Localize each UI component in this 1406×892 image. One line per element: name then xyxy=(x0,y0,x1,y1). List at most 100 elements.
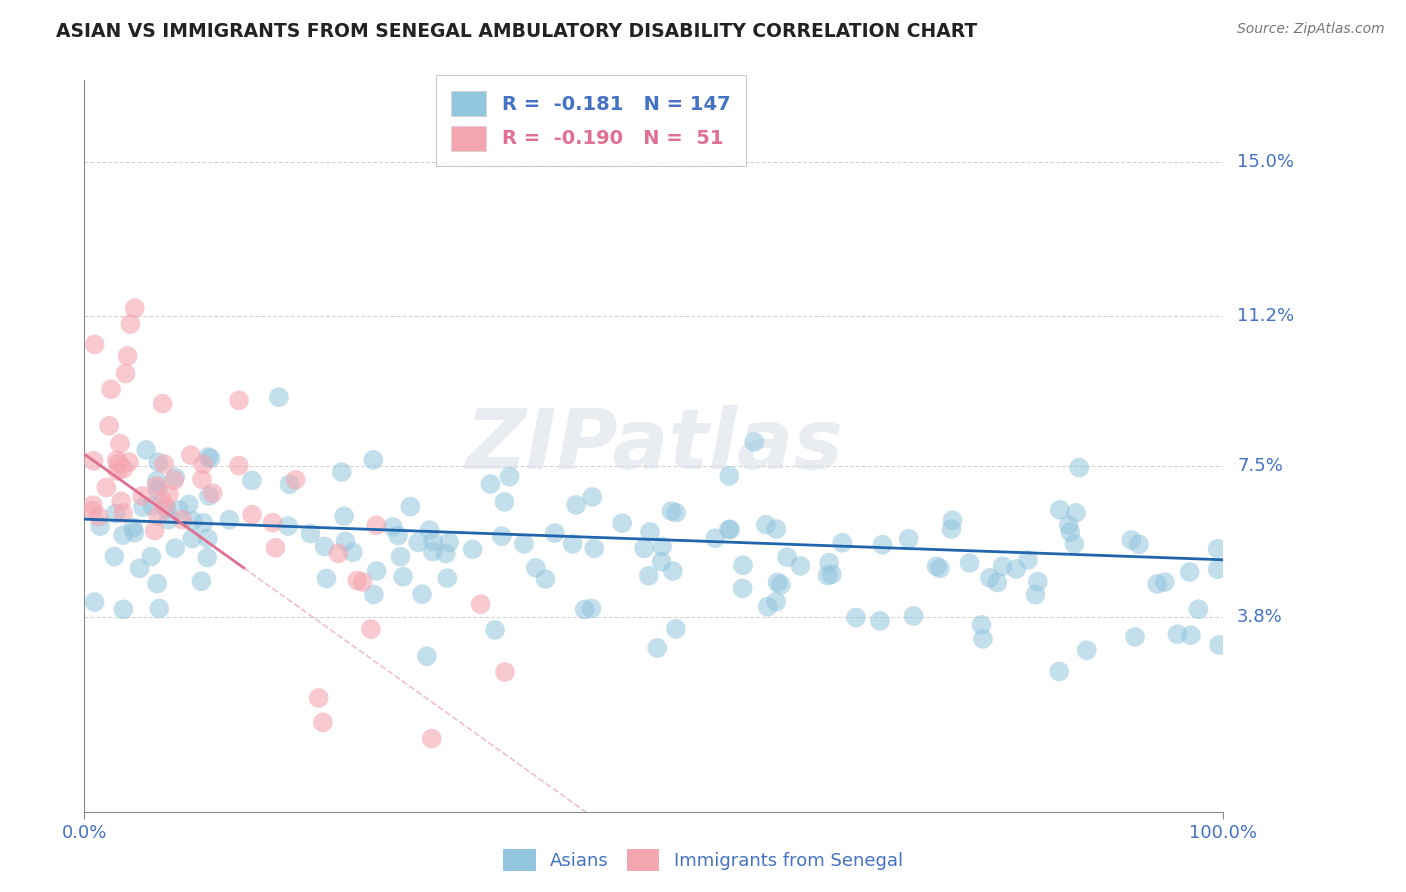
Point xyxy=(124,525,146,540)
Point xyxy=(112,506,135,520)
Point xyxy=(153,457,176,471)
Text: 15.0%: 15.0% xyxy=(1237,153,1294,170)
Point xyxy=(191,458,214,472)
Point xyxy=(89,519,111,533)
Point xyxy=(131,489,153,503)
Point xyxy=(970,618,993,632)
Point xyxy=(498,469,520,483)
Point xyxy=(333,509,356,524)
Point xyxy=(360,622,382,636)
Point xyxy=(534,572,557,586)
Point xyxy=(128,561,150,575)
Point xyxy=(267,390,290,404)
Point xyxy=(704,531,727,545)
Point xyxy=(986,575,1008,590)
Point xyxy=(335,534,357,549)
Point xyxy=(342,545,364,559)
Text: ASIAN VS IMMIGRANTS FROM SENEGAL AMBULATORY DISABILITY CORRELATION CHART: ASIAN VS IMMIGRANTS FROM SENEGAL AMBULAT… xyxy=(56,22,977,41)
Point xyxy=(731,582,754,596)
Point xyxy=(82,504,104,518)
Point xyxy=(262,516,284,530)
Point xyxy=(979,571,1001,585)
Point xyxy=(200,451,222,466)
Point xyxy=(661,504,683,518)
Point xyxy=(363,453,385,467)
Point xyxy=(645,640,668,655)
Point xyxy=(83,337,105,351)
Point xyxy=(972,632,994,646)
Point xyxy=(155,502,177,516)
Point xyxy=(167,503,190,517)
Point xyxy=(284,473,307,487)
Point xyxy=(1166,627,1188,641)
Point xyxy=(718,469,741,483)
Point xyxy=(312,715,335,730)
Point xyxy=(112,528,135,542)
Point xyxy=(117,349,139,363)
Point xyxy=(565,498,588,512)
Point xyxy=(731,558,754,573)
Point xyxy=(766,575,789,590)
Point xyxy=(264,541,287,555)
Point xyxy=(637,569,659,583)
Point xyxy=(831,535,853,549)
Point xyxy=(146,483,169,497)
Point xyxy=(1069,460,1091,475)
Point xyxy=(366,564,388,578)
Point xyxy=(197,450,219,464)
Point xyxy=(146,576,169,591)
Point xyxy=(195,550,218,565)
Point xyxy=(1049,503,1071,517)
Point xyxy=(145,479,167,493)
Point xyxy=(141,549,163,564)
Point xyxy=(437,535,460,549)
Point xyxy=(172,512,194,526)
Point xyxy=(581,490,603,504)
Point xyxy=(118,455,141,469)
Point xyxy=(436,571,458,585)
Point xyxy=(83,595,105,609)
Point xyxy=(717,523,740,537)
Point xyxy=(157,487,180,501)
Point xyxy=(665,506,688,520)
Point xyxy=(103,549,125,564)
Point xyxy=(422,544,444,558)
Point xyxy=(742,434,765,449)
Point xyxy=(925,559,948,574)
Point xyxy=(240,474,263,488)
Point xyxy=(181,514,204,528)
Point xyxy=(941,513,963,527)
Point xyxy=(769,577,792,591)
Point xyxy=(662,564,685,578)
Point xyxy=(524,561,547,575)
Text: 3.8%: 3.8% xyxy=(1237,607,1282,625)
Point xyxy=(114,367,136,381)
Point xyxy=(494,495,516,509)
Point xyxy=(146,508,169,523)
Point xyxy=(1026,574,1049,589)
Point xyxy=(461,542,484,557)
Point xyxy=(190,574,212,589)
Point xyxy=(765,522,787,536)
Point xyxy=(818,556,841,570)
Point xyxy=(872,538,894,552)
Point xyxy=(366,518,388,533)
Point xyxy=(105,464,128,478)
Point xyxy=(484,623,506,637)
Point xyxy=(315,572,337,586)
Point xyxy=(163,473,186,487)
Point xyxy=(157,513,180,527)
Point xyxy=(177,498,200,512)
Point xyxy=(1047,665,1070,679)
Point xyxy=(120,317,142,331)
Point xyxy=(148,455,170,469)
Point xyxy=(87,509,110,524)
Point xyxy=(107,456,129,470)
Point xyxy=(583,541,606,556)
Point xyxy=(132,500,155,515)
Point xyxy=(638,524,661,539)
Point xyxy=(389,549,412,564)
Point xyxy=(150,493,173,508)
Point xyxy=(434,547,457,561)
Point xyxy=(181,532,204,546)
